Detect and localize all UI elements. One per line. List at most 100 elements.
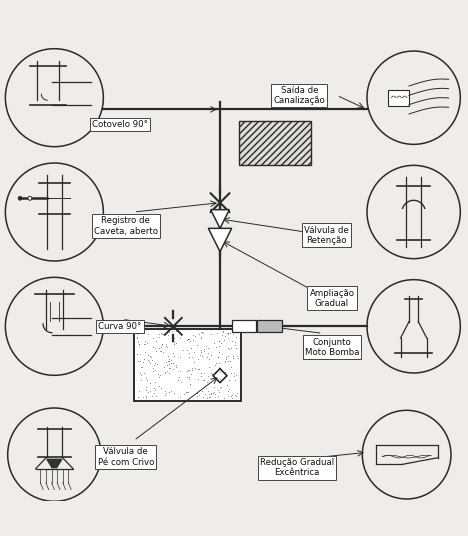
Point [200,347,207,356]
Point [215,342,223,351]
Point [216,375,224,384]
Point [215,359,223,368]
Point [227,392,234,400]
Point [212,343,219,352]
Point [143,391,150,400]
Point [136,349,143,358]
Point [172,361,180,370]
Point [224,330,231,339]
Point [166,363,174,372]
Point [167,355,175,364]
Point [152,366,159,374]
Point [209,389,216,398]
Point [185,373,192,381]
Point [197,334,205,343]
Point [197,327,205,336]
Point [169,359,176,368]
Point [143,375,151,384]
Point [185,349,193,358]
Point [232,392,239,400]
Point [137,369,144,377]
Point [162,327,169,336]
Point [145,388,152,396]
Point [224,333,232,342]
Point [142,383,150,391]
Point [137,362,145,371]
Point [219,327,227,336]
Point [179,345,187,354]
Point [162,358,170,367]
Point [176,334,183,343]
Point [157,383,165,392]
Point [193,340,201,349]
Point [199,329,206,337]
Point [135,339,142,348]
Point [183,346,190,355]
Point [207,329,215,338]
Point [185,335,192,344]
Text: Ampliação
Gradual: Ampliação Gradual [309,288,354,308]
Point [161,390,169,399]
Point [184,334,191,343]
Point [170,389,177,397]
Point [234,389,241,397]
Point [200,369,207,377]
Point [153,337,160,345]
Point [186,353,193,362]
Point [133,333,140,341]
Point [160,362,168,371]
Point [166,364,173,373]
Point [221,357,229,366]
Bar [239,121,311,165]
Point [204,378,211,386]
Point [197,347,205,356]
Point [187,379,194,388]
Point [140,355,147,363]
Point [232,344,240,352]
Point [222,331,229,340]
Point [205,390,212,398]
Point [223,381,231,390]
Point [163,367,171,375]
Point [154,370,161,378]
Point [157,343,164,352]
Point [189,363,196,372]
Point [226,385,233,393]
Point [167,386,175,395]
Point [165,360,172,369]
Point [149,367,156,375]
Point [183,336,190,344]
Point [231,341,239,349]
Point [139,358,146,366]
Point [232,376,239,384]
Point [229,393,236,402]
Point [139,393,146,401]
Point [206,392,214,401]
Point [161,386,168,395]
Point [205,343,212,352]
Point [188,353,196,361]
Point [214,385,222,394]
Point [136,357,144,366]
Point [157,347,164,355]
Point [175,373,183,381]
Point [189,336,197,344]
Point [196,351,204,360]
Point [159,330,166,338]
Point [153,347,160,355]
Point [214,352,221,361]
Point [133,333,141,342]
Point [144,351,152,359]
Point [155,333,163,341]
Point [189,366,196,375]
Point [197,345,205,354]
Point [171,334,178,343]
Point [225,391,232,400]
Point [220,393,228,402]
Point [148,392,156,400]
Point [221,368,228,377]
Point [228,391,236,399]
Point [158,340,165,348]
Bar [388,90,409,106]
Point [156,373,163,381]
